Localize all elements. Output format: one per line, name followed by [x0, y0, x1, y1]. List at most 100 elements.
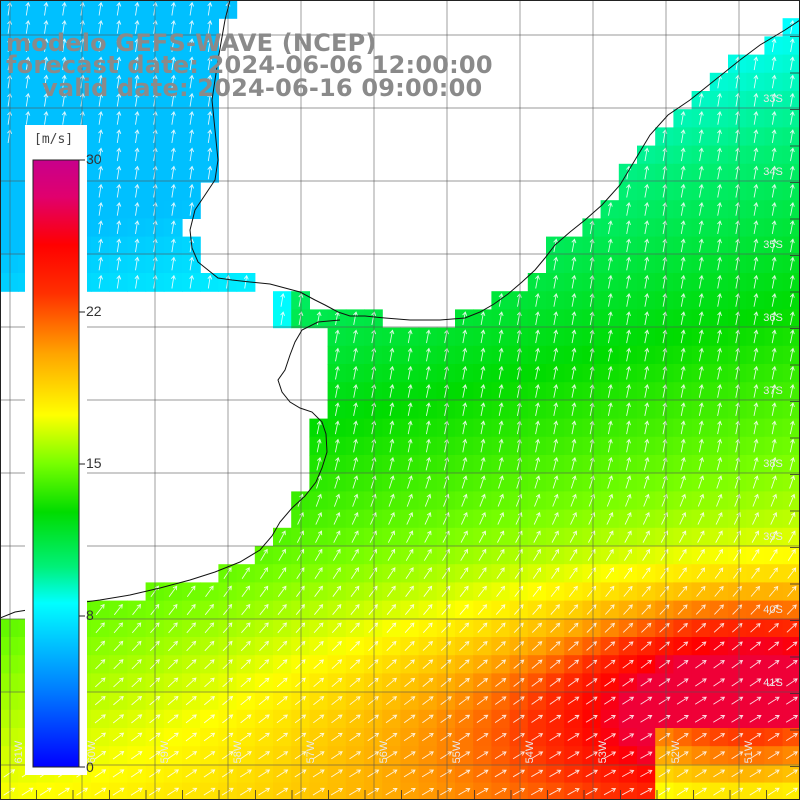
wind-arrow [313, 659, 324, 670]
wind-arrow [113, 603, 123, 616]
wind-arrow [603, 787, 617, 796]
wind-arrow [352, 456, 359, 471]
wind-arrow [789, 38, 795, 52]
wind-arrow [753, 183, 759, 198]
wind-arrow [680, 365, 686, 380]
wind-arrow [185, 677, 197, 688]
wind-arrow [170, 111, 176, 125]
wind-arrow [640, 641, 652, 651]
wind-arrow [294, 769, 307, 778]
wind-arrow [553, 293, 559, 307]
wind-arrow [334, 438, 340, 453]
wind-arrow [585, 733, 598, 741]
wind-arrow [533, 530, 541, 543]
wind-arrow [662, 438, 668, 453]
wind-arrow [607, 274, 613, 289]
wind-arrow [460, 530, 468, 543]
wind-arrow [316, 456, 322, 471]
wind-arrow [771, 165, 777, 180]
wind-arrow [531, 769, 544, 778]
wind-arrow [768, 623, 779, 633]
wind-arrow [334, 365, 340, 380]
wind-arrow [535, 365, 540, 380]
wind-arrow [476, 677, 489, 687]
wind-arrow [460, 548, 468, 561]
wind-arrow [513, 677, 525, 687]
model-title: modelo GEFS-WAVE (NCEP) [6, 29, 377, 57]
wind-arrow [533, 512, 541, 525]
wind-arrow [480, 402, 486, 416]
wind-arrow [167, 659, 179, 670]
wind-arrow [771, 420, 777, 435]
wind-arrow [749, 659, 762, 669]
wind-arrow [567, 659, 580, 669]
wind-arrow [277, 622, 287, 634]
wind-arrow [440, 733, 453, 742]
wind-arrow [223, 585, 232, 598]
wind-arrow [644, 311, 650, 325]
wind-arrow [294, 696, 307, 706]
wind-arrow [698, 420, 704, 435]
wind-arrow [134, 74, 140, 89]
wind-arrow [785, 787, 798, 796]
wind-arrow [713, 733, 726, 741]
wind-arrow [571, 365, 577, 380]
wind-arrow [132, 603, 142, 616]
wind-arrow [624, 512, 632, 525]
wind-arrow [312, 732, 325, 742]
wind-arrow [280, 311, 286, 325]
wind-arrow [349, 714, 361, 724]
wind-arrow [788, 530, 796, 543]
wind-arrow [349, 769, 362, 778]
wind-arrow [476, 733, 489, 741]
wind-arrow [660, 567, 669, 579]
wind-arrow [458, 696, 470, 705]
wind-arrow [185, 787, 198, 796]
wind-arrow [549, 751, 562, 759]
wind-arrow [607, 475, 614, 489]
wind-arrow [753, 92, 759, 107]
wind-arrow [698, 329, 704, 344]
wind-arrow [423, 604, 433, 615]
wind-arrow [605, 585, 615, 597]
wind-arrow [98, 202, 104, 216]
wind-arrow [512, 733, 525, 741]
wind-arrow [389, 402, 395, 416]
wind-arrow [170, 256, 176, 271]
wind-arrow [622, 733, 635, 741]
wind-arrow [571, 311, 577, 325]
wind-arrow [680, 274, 686, 289]
wind-arrow [476, 714, 489, 723]
wind-arrow [769, 567, 778, 579]
wind-arrow [222, 714, 234, 724]
wind-arrow [258, 769, 271, 778]
wind-arrow [497, 512, 505, 525]
wind-arrow [571, 402, 577, 416]
wind-arrow [533, 548, 541, 561]
wind-arrow [789, 202, 795, 216]
wind-arrow [476, 751, 489, 760]
wind-arrow [98, 220, 104, 234]
colorbar-gradient [32, 159, 80, 768]
wind-arrow [767, 715, 780, 723]
wind-arrow [698, 438, 704, 453]
wind-arrow [295, 640, 306, 652]
wind-arrow [644, 238, 650, 253]
wind-arrow [695, 622, 707, 633]
wind-arrow [767, 769, 780, 778]
wind-arrow [680, 420, 686, 435]
wind-arrow [717, 384, 722, 398]
lat-label: 39S [763, 531, 783, 543]
wind-arrow [43, 74, 49, 89]
wind-arrow [315, 511, 323, 525]
wind-arrow [222, 622, 233, 634]
wind-arrow [553, 402, 559, 416]
wind-arrow [753, 74, 759, 89]
wind-cell [0, 182, 19, 201]
wind-arrow [25, 56, 31, 71]
longitude-labels: 61W 60W 59W 58W 57W 56W 55W 54W 53W 52W 51W [13, 740, 755, 763]
wind-arrow [241, 603, 251, 616]
wind-arrow [116, 20, 122, 34]
wind-arrow [731, 659, 744, 669]
wind-arrow [603, 751, 617, 759]
